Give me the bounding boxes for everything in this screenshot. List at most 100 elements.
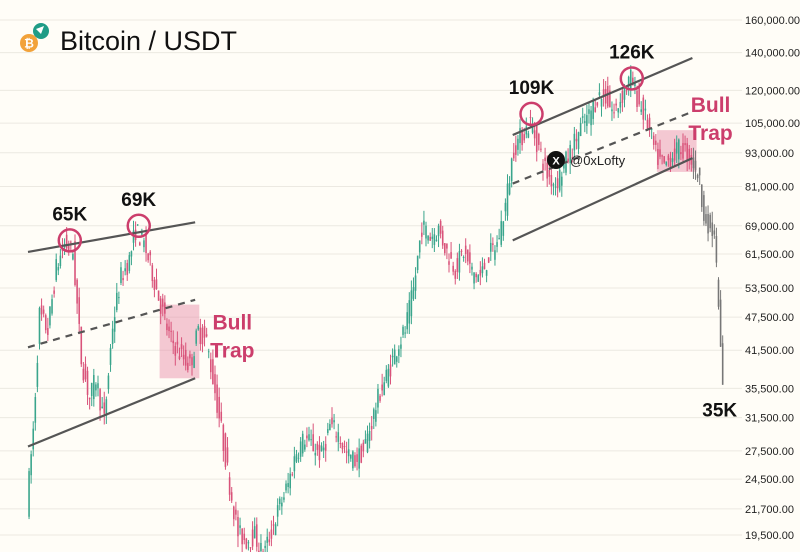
bull-trap-label: Bull bbox=[212, 312, 252, 335]
candle-body bbox=[667, 155, 670, 161]
candle-body bbox=[253, 526, 256, 539]
candle-body bbox=[600, 98, 603, 107]
candle-body bbox=[504, 202, 507, 212]
candle-body bbox=[372, 409, 375, 419]
candle-body bbox=[456, 258, 459, 272]
candle-body bbox=[49, 306, 51, 326]
bull-trap-label: Trap bbox=[688, 122, 732, 145]
candle-body bbox=[383, 382, 386, 396]
candle-body bbox=[391, 355, 394, 358]
candle-body bbox=[347, 449, 350, 457]
candle-body bbox=[36, 362, 39, 387]
candle-body bbox=[471, 266, 473, 270]
candle-body bbox=[99, 389, 101, 411]
circle-layer bbox=[57, 66, 645, 253]
candle-body bbox=[107, 375, 110, 390]
candle-body bbox=[199, 327, 202, 345]
candle-body bbox=[395, 356, 398, 362]
candle-body bbox=[508, 183, 511, 195]
label-layer: 65K 69K 109K 126K Bull Trap Bull Trap 35K bbox=[52, 42, 737, 421]
candle-body bbox=[55, 259, 57, 281]
candle-body bbox=[287, 483, 289, 488]
candle-body bbox=[166, 323, 168, 331]
candle-body bbox=[569, 144, 571, 163]
candle-body bbox=[299, 441, 302, 457]
candle-body bbox=[38, 307, 41, 344]
candle-body bbox=[243, 533, 246, 541]
candle-body bbox=[458, 251, 461, 273]
candle-body bbox=[197, 326, 200, 330]
candle-body bbox=[657, 149, 659, 165]
candle-body bbox=[364, 439, 367, 444]
candle-body bbox=[525, 126, 528, 135]
candle-body bbox=[335, 436, 337, 438]
midline-dashed bbox=[512, 110, 693, 185]
candle-body bbox=[130, 251, 133, 257]
candle-body bbox=[439, 221, 442, 234]
candle-body bbox=[561, 176, 563, 186]
candle-body bbox=[404, 332, 406, 334]
candle-body bbox=[544, 157, 546, 162]
candle-body bbox=[172, 340, 174, 344]
candle-body bbox=[512, 152, 515, 159]
candle-layer bbox=[28, 65, 724, 552]
candle-body bbox=[235, 509, 237, 515]
candle-body bbox=[377, 388, 379, 408]
candle-body bbox=[109, 347, 112, 365]
candle-body bbox=[333, 420, 335, 423]
candle-body bbox=[157, 290, 160, 301]
candle-body bbox=[80, 326, 83, 365]
y-tick-label: 160,000.00 bbox=[745, 15, 800, 27]
candle-body bbox=[634, 81, 636, 87]
candle-body bbox=[327, 429, 329, 433]
svg-text:₿: ₿ bbox=[24, 37, 34, 51]
candle-body bbox=[621, 90, 624, 103]
candle-body bbox=[116, 292, 118, 311]
candle-body bbox=[454, 270, 457, 279]
y-tick-label: 120,000.00 bbox=[745, 85, 800, 97]
candle-body bbox=[535, 125, 538, 152]
candle-body bbox=[494, 250, 496, 260]
candle-body bbox=[492, 243, 494, 245]
midline-dashed bbox=[27, 298, 196, 349]
candle-body bbox=[260, 542, 262, 552]
candle-body bbox=[694, 160, 697, 171]
candle-body bbox=[149, 251, 152, 256]
candle-body bbox=[191, 357, 193, 366]
candle-body bbox=[65, 234, 68, 249]
candle-body bbox=[577, 132, 580, 149]
candle-body bbox=[485, 270, 488, 276]
candle-body bbox=[684, 143, 686, 146]
candle-body bbox=[164, 302, 166, 314]
candle-body bbox=[151, 265, 154, 282]
y-tick-label: 140,000.00 bbox=[745, 48, 800, 60]
candle-body bbox=[111, 328, 114, 345]
candle-body bbox=[680, 152, 682, 155]
candle-body bbox=[590, 110, 592, 126]
candle-body bbox=[444, 243, 446, 254]
candle-body bbox=[682, 143, 684, 159]
candle-body bbox=[467, 249, 469, 262]
candle-body bbox=[97, 383, 99, 389]
candle-body bbox=[542, 163, 544, 171]
candle-body bbox=[255, 524, 258, 547]
candle-body bbox=[51, 299, 53, 314]
candle-body bbox=[665, 161, 668, 166]
candle-body bbox=[170, 330, 172, 332]
candle-body bbox=[70, 241, 72, 243]
candle-body bbox=[581, 116, 584, 118]
candle-body bbox=[370, 426, 373, 430]
candle-body bbox=[629, 69, 632, 91]
candle-body bbox=[205, 334, 208, 337]
candle-body bbox=[362, 442, 365, 452]
candle-body bbox=[425, 225, 427, 239]
candle-body bbox=[293, 456, 296, 472]
candle-body bbox=[218, 396, 220, 419]
candle-body bbox=[176, 341, 179, 345]
candle-body bbox=[93, 375, 95, 400]
channel-line bbox=[27, 377, 196, 448]
candle-body bbox=[435, 239, 438, 242]
candle-body bbox=[496, 242, 498, 247]
candle-body bbox=[379, 395, 381, 401]
candle-body bbox=[224, 433, 227, 467]
